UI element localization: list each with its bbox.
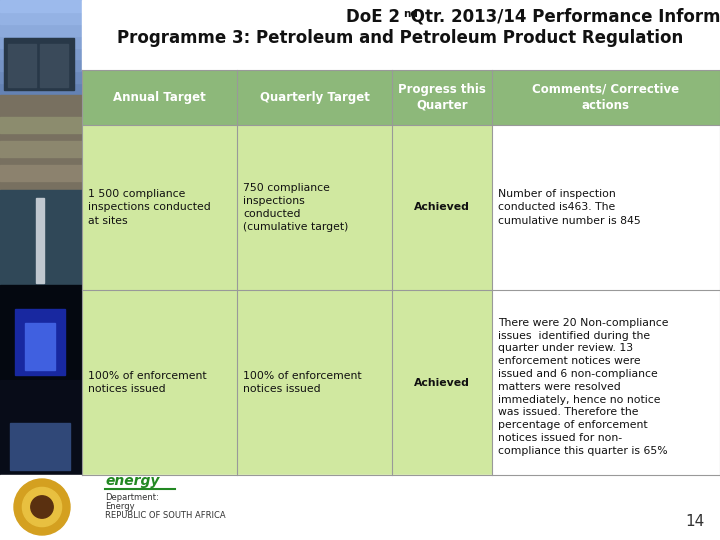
Bar — [237, 290, 392, 475]
Bar — [40, 44, 68, 87]
Bar — [492, 70, 720, 125]
Text: Achieved: Achieved — [414, 377, 470, 388]
Bar — [15, 308, 65, 375]
Bar — [0, 71, 82, 83]
Bar — [237, 70, 392, 125]
Bar — [8, 44, 36, 87]
Bar — [0, 95, 82, 190]
Circle shape — [31, 496, 53, 518]
Text: Quarterly Target: Quarterly Target — [260, 91, 369, 104]
Bar — [0, 24, 82, 36]
Bar — [4, 38, 74, 90]
Bar — [36, 198, 44, 283]
Bar — [10, 422, 70, 470]
Text: energy: energy — [105, 474, 159, 488]
Text: nd: nd — [403, 9, 418, 19]
Text: Energy: Energy — [105, 502, 135, 511]
Bar — [492, 290, 720, 475]
Circle shape — [14, 479, 70, 535]
Bar — [0, 190, 82, 285]
Bar — [0, 48, 82, 59]
Bar — [0, 380, 82, 475]
Text: 100% of enforcement
notices issued: 100% of enforcement notices issued — [88, 371, 207, 394]
Bar — [82, 290, 237, 475]
Bar — [0, 165, 82, 180]
Bar — [392, 125, 492, 290]
Text: 1 500 compliance
inspections conducted
at sites: 1 500 compliance inspections conducted a… — [88, 190, 211, 226]
Bar — [0, 475, 720, 540]
Circle shape — [22, 488, 62, 526]
Bar — [237, 125, 392, 290]
Text: Department:: Department: — [105, 493, 158, 502]
Text: Annual Target: Annual Target — [113, 91, 206, 104]
Bar — [0, 83, 82, 95]
Text: Comments/ Corrective
actions: Comments/ Corrective actions — [532, 83, 680, 112]
Bar — [82, 125, 237, 290]
Text: There were 20 Non-compliance
issues  identified during the
quarter under review.: There were 20 Non-compliance issues iden… — [498, 318, 668, 456]
Bar — [82, 0, 720, 70]
Bar — [82, 70, 237, 125]
Bar — [0, 0, 82, 95]
Bar — [0, 285, 82, 380]
Bar — [0, 285, 82, 380]
Text: Programme 3: Petroleum and Petroleum Product Regulation: Programme 3: Petroleum and Petroleum Pro… — [117, 29, 683, 47]
Bar — [0, 95, 82, 190]
Bar — [25, 322, 55, 370]
Bar — [0, 12, 82, 24]
Text: 750 compliance
inspections
conducted
(cumulative target): 750 compliance inspections conducted (cu… — [243, 183, 348, 232]
Bar — [0, 380, 82, 475]
Bar — [0, 190, 82, 285]
Text: DoE 2: DoE 2 — [346, 8, 400, 26]
Bar — [392, 290, 492, 475]
Text: 14: 14 — [685, 515, 705, 530]
Bar — [0, 36, 82, 48]
Bar — [0, 59, 82, 71]
Text: Progress this
Quarter: Progress this Quarter — [398, 83, 486, 112]
Text: Number of inspection
conducted is463. The
cumulative number is 845: Number of inspection conducted is463. Th… — [498, 190, 641, 226]
Bar — [0, 141, 82, 157]
Bar — [0, 0, 82, 12]
Bar — [0, 117, 82, 133]
Text: Qtr. 2013/14 Performance Information Report: Qtr. 2013/14 Performance Information Rep… — [405, 8, 720, 26]
Bar — [492, 125, 720, 290]
Text: Achieved: Achieved — [414, 202, 470, 213]
Text: REPUBLIC OF SOUTH AFRICA: REPUBLIC OF SOUTH AFRICA — [105, 511, 225, 520]
Text: 100% of enforcement
notices issued: 100% of enforcement notices issued — [243, 371, 361, 394]
Bar — [392, 70, 492, 125]
